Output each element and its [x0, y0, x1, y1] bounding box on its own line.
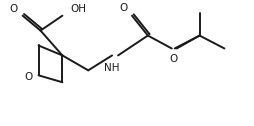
- Text: O: O: [170, 54, 178, 64]
- Text: NH: NH: [104, 63, 120, 73]
- Text: O: O: [120, 3, 128, 13]
- Text: O: O: [9, 4, 18, 14]
- Text: O: O: [24, 72, 33, 82]
- Text: OH: OH: [70, 4, 86, 14]
